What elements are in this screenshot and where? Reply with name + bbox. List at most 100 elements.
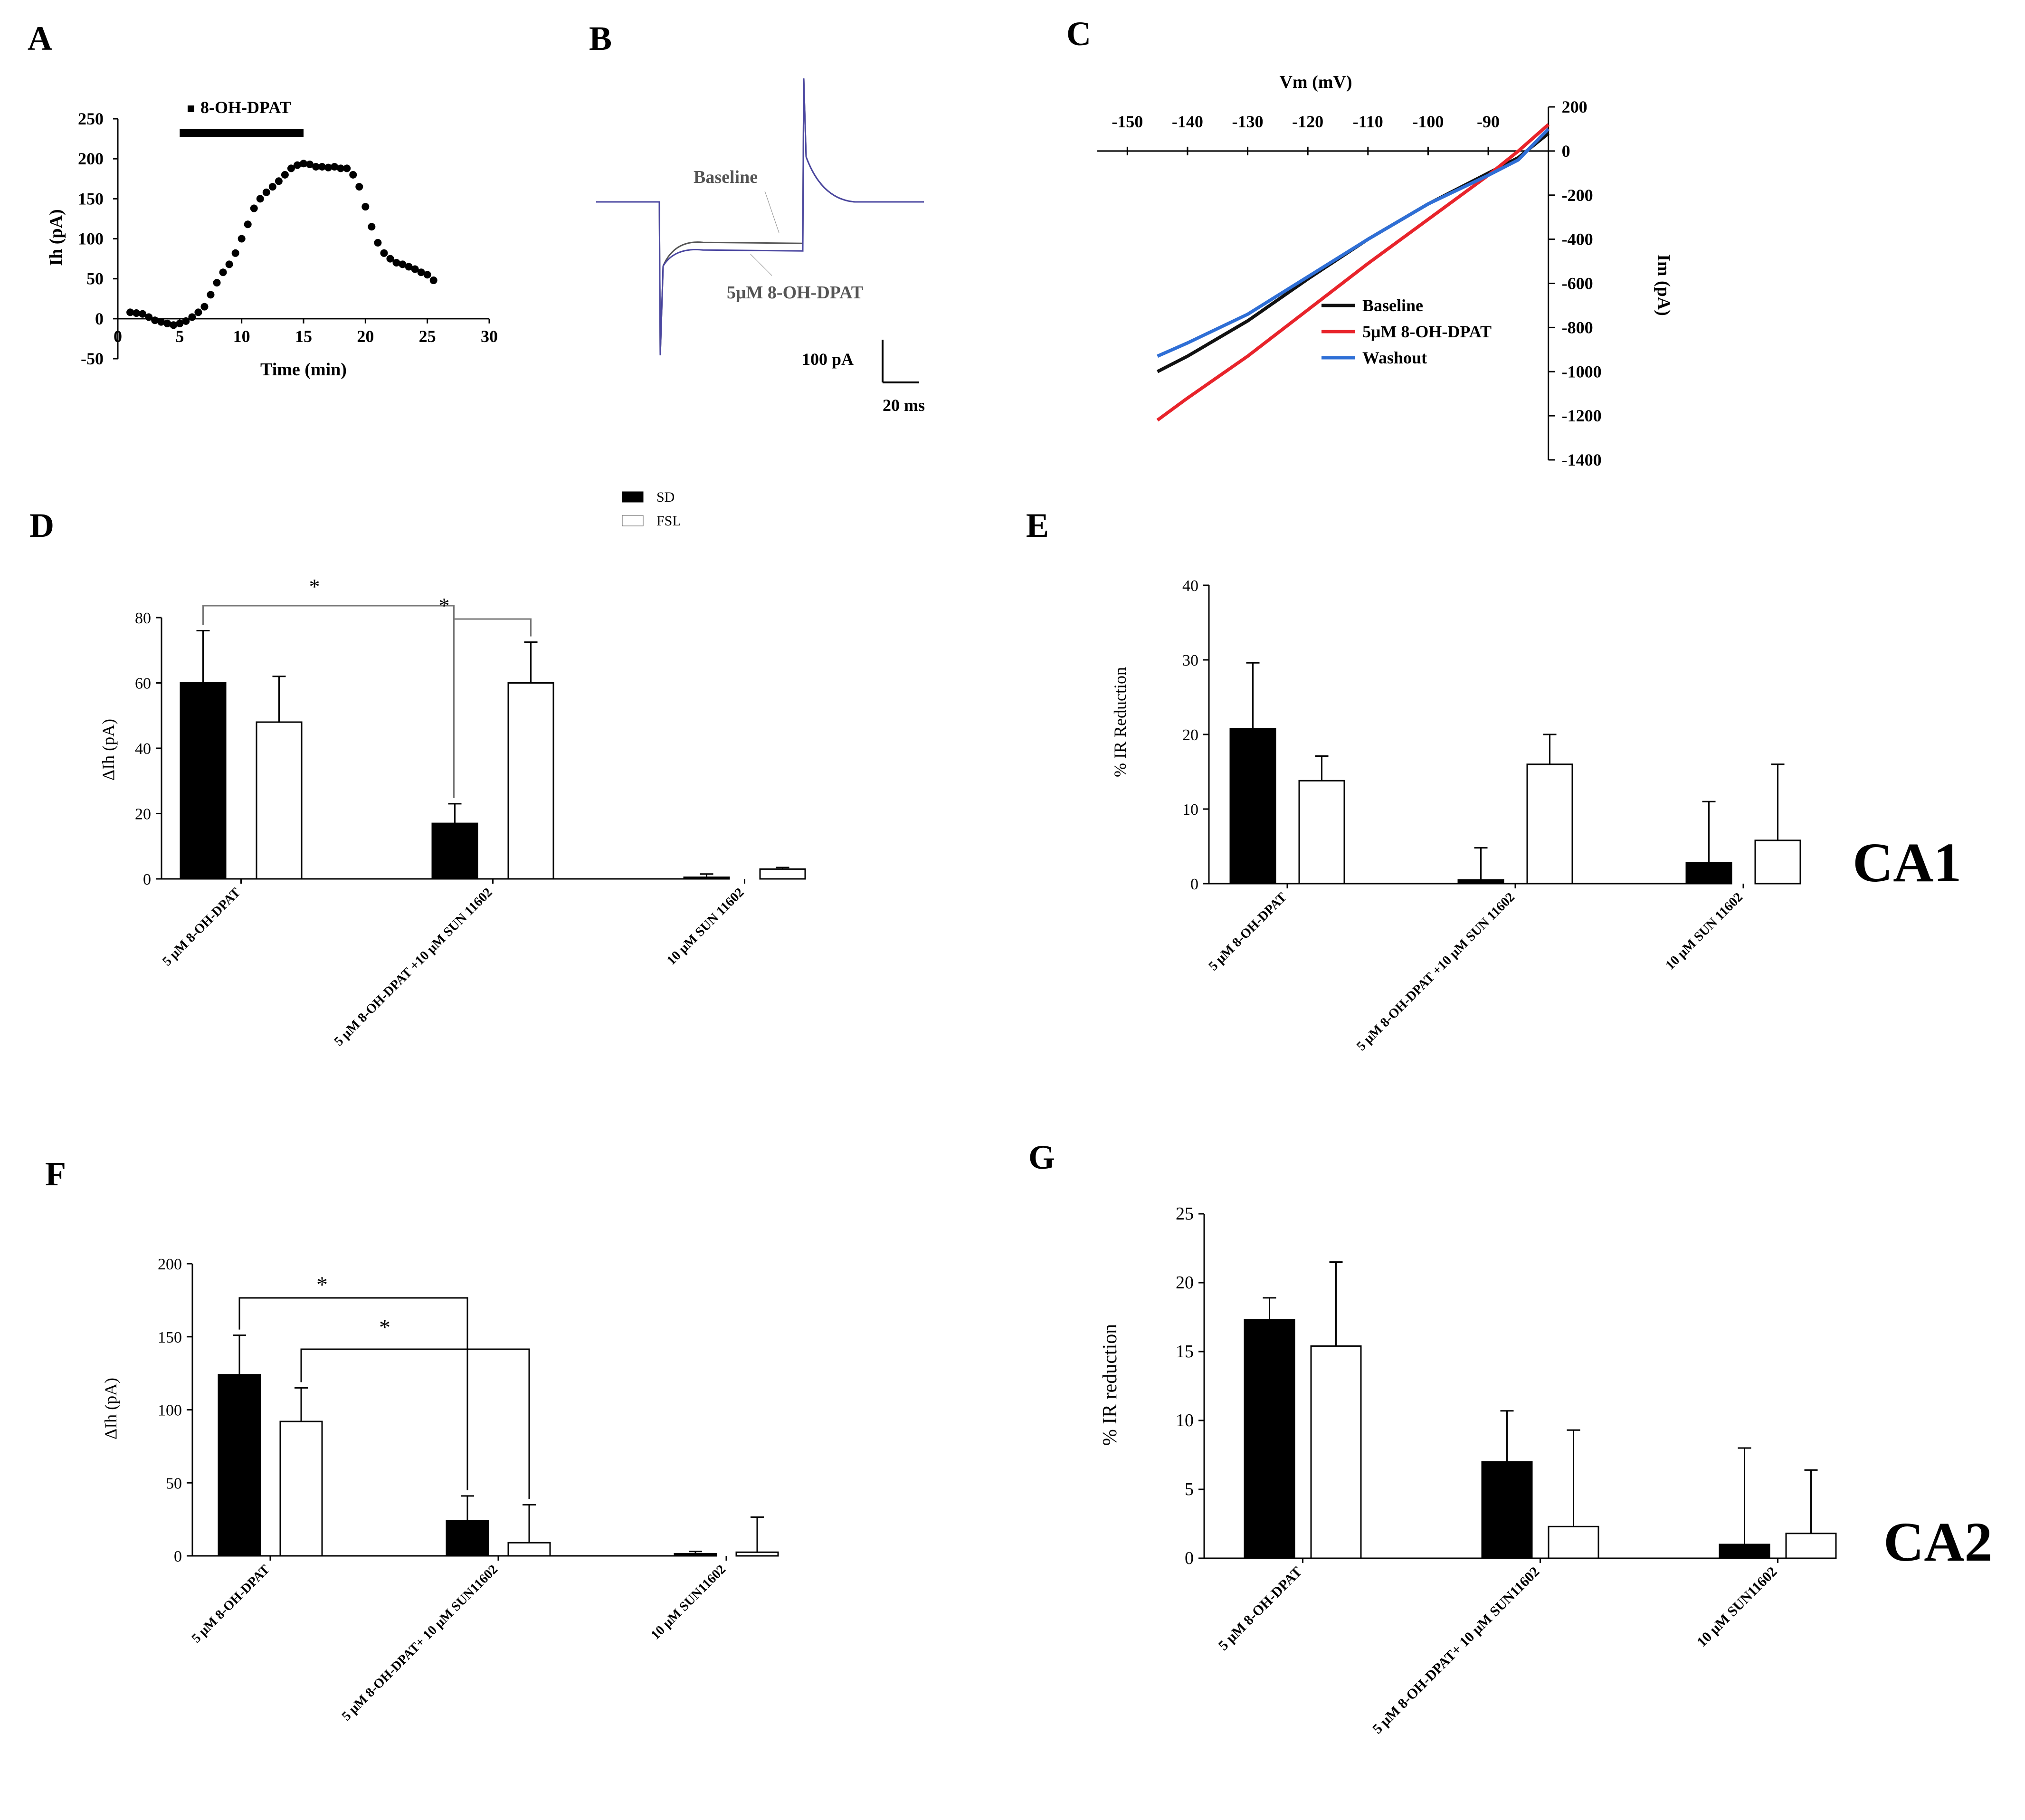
d-y-tick-label: 80 (135, 610, 151, 627)
a-data-point (231, 249, 239, 257)
b-scale-label-time: 20 ms (883, 396, 925, 415)
a-data-point (200, 303, 209, 311)
panel-f-bar-chart: 0 50 100 150 200 ΔIh (pA) 5 μM 8-OH-DPAT 5 μM 8… (101, 1256, 779, 1724)
g-y-tick-label: 10 (1176, 1410, 1194, 1430)
a-drug-label: 8-OH-DPAT (200, 98, 291, 117)
c-y-tick-label: -800 (1562, 318, 1593, 337)
a-data-point (244, 220, 252, 229)
c-y-tick-label: 200 (1562, 97, 1588, 116)
e-category-label: 10 μM SUN 11602 (1663, 890, 1746, 973)
d-y-tick-label: 20 (135, 806, 151, 823)
d-category-label: 10 μM SUN 11602 (664, 885, 747, 968)
f-y-tick-label: 50 (166, 1475, 182, 1492)
d-legend-swatch-fsl (622, 515, 644, 526)
a-x-tick-label: 5 (175, 327, 184, 346)
a-data-point (349, 171, 357, 179)
a-data-point (312, 163, 320, 171)
panel-e-bar-chart: 0 10 20 30 40 % IR Reduction 5 μM 8-OH-DPAT 5 μ… (1111, 577, 1801, 1054)
panel-g-bar-chart: 0 5 10 15 20 25 % IR reduction 5 μM 8-OH-DPAT 5 … (1099, 1204, 1837, 1737)
a-y-tick-label: -50 (81, 349, 104, 368)
a-data-point (355, 183, 363, 191)
f-bar-sd (674, 1553, 717, 1557)
a-data-point (368, 223, 376, 231)
a-data-point (343, 164, 351, 172)
c-y-tick-label: -1400 (1562, 450, 1602, 469)
g-bar-sd (1481, 1461, 1533, 1559)
a-data-point (163, 319, 171, 327)
a-data-point (411, 265, 419, 273)
a-data-point (386, 255, 394, 263)
e-bar-fsl (1526, 763, 1573, 885)
f-significance-star: * (379, 1315, 390, 1340)
a-data-point (429, 276, 437, 285)
d-significance-star: * (439, 593, 450, 618)
a-data-point (417, 268, 425, 276)
d-significance-star: * (309, 574, 320, 599)
g-y-axis-label: % IR reduction (1099, 1324, 1121, 1446)
a-data-point (176, 319, 184, 327)
d-bar-fsl (759, 868, 806, 880)
c-legend-label: Washout (1362, 348, 1427, 367)
a-data-point (256, 195, 264, 203)
a-data-point (139, 310, 147, 318)
g-y-tick-label: 25 (1176, 1204, 1194, 1224)
panel-label-f: F (45, 1155, 66, 1193)
a-x-tick-label: 20 (357, 327, 374, 346)
a-data-point (262, 188, 270, 196)
a-drug-marker (188, 105, 194, 112)
a-data-point (170, 321, 178, 329)
c-x-tick-label: -120 (1292, 112, 1323, 131)
d-y-tick-label: 0 (143, 871, 151, 888)
a-y-tick-label: 250 (78, 109, 104, 128)
a-data-point (392, 259, 400, 267)
a-data-point (219, 268, 227, 276)
panel-label-g: G (1028, 1138, 1055, 1176)
f-category-label: 5 μM 8-OH-DPAT (189, 1562, 273, 1646)
region-label-ca2: CA2 (1883, 1511, 1992, 1573)
e-y-axis-label: % IR Reduction (1111, 667, 1130, 777)
a-data-point (405, 263, 413, 271)
c-x-tick-label: -90 (1477, 112, 1500, 131)
f-bar-fsl (735, 1551, 779, 1557)
b-pointer-drug (750, 254, 772, 276)
g-y-tick-label: 5 (1185, 1479, 1194, 1499)
a-y-tick-label: 0 (95, 309, 104, 328)
d-legend-label: FSL (656, 513, 681, 529)
a-data-point (318, 163, 326, 171)
g-bar-fsl (1310, 1345, 1362, 1559)
panel-label-a: A (28, 19, 52, 57)
b-label-drug: 5μM 8-OH-DPAT (727, 283, 863, 303)
b-pointer-baseline (764, 191, 780, 233)
c-y-axis-label: Im (pA) (1654, 254, 1673, 316)
a-data-point (287, 164, 295, 172)
a-data-point (145, 313, 153, 321)
c-y-tick-label: -600 (1562, 274, 1593, 293)
a-data-point (331, 163, 339, 171)
f-significance-star: * (316, 1272, 328, 1297)
e-bar-sd (1457, 879, 1504, 885)
a-data-point (374, 238, 382, 247)
a-x-tick-label: 15 (295, 327, 312, 346)
a-data-point (213, 279, 221, 287)
f-y-axis-label: ΔIh (pA) (101, 1378, 120, 1439)
e-bar-sd (1685, 862, 1732, 885)
a-data-point (361, 203, 370, 211)
g-y-tick-label: 20 (1176, 1273, 1194, 1293)
g-bar-sd (1244, 1319, 1295, 1559)
d-significance-bracket (202, 605, 455, 798)
a-data-point (337, 164, 345, 172)
region-label-ca1: CA1 (1853, 831, 1961, 894)
d-category-label: 5 μM 8-OH-DPAT (160, 885, 244, 969)
a-data-point (225, 260, 233, 268)
a-data-point (324, 163, 333, 172)
c-curve-2 (1157, 127, 1550, 358)
e-category-label: 5 μM 8-OH-DPAT (1206, 890, 1290, 974)
e-bar-sd (1229, 727, 1276, 885)
a-y-tick-label: 50 (86, 269, 104, 288)
c-legend-label: 5μM 8-OH-DPAT (1362, 322, 1492, 341)
a-y-tick-label: 100 (78, 229, 104, 248)
c-x-tick-label: -110 (1353, 112, 1383, 131)
f-y-tick-label: 200 (158, 1256, 182, 1273)
b-scale-label-current: 100 pA (802, 350, 854, 369)
panel-label-b: B (589, 19, 612, 57)
